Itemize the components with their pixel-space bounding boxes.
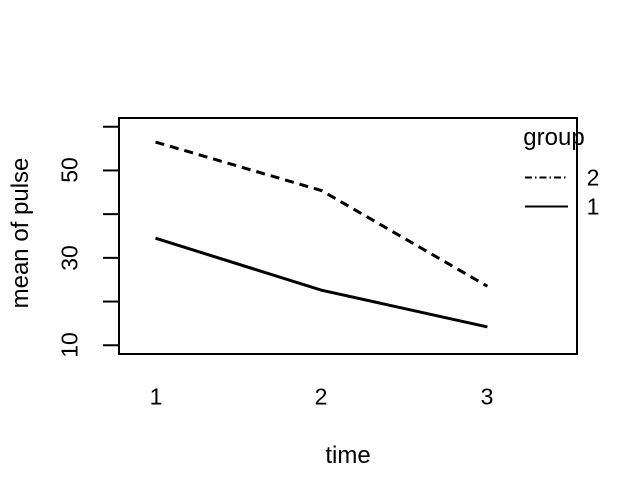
y-tick-label-10: 10 (56, 332, 83, 358)
y-tick-label-30: 30 (56, 245, 83, 271)
legend-label-group-2: 2 (586, 164, 600, 191)
legend-title: group (523, 124, 585, 151)
y-tick-label-50: 50 (56, 157, 83, 183)
x-tick-label-2: 2 (314, 383, 328, 410)
legend-label-group-1: 1 (586, 193, 600, 220)
series-line-group-2 (155, 140, 489, 288)
x-tick-label-1: 1 (149, 383, 163, 410)
x-axis-title: time (325, 442, 371, 469)
plot-box (118, 117, 578, 355)
series-line-group-1 (155, 236, 488, 329)
x-tick-label-3: 3 (480, 383, 494, 410)
y-axis-title: mean of pulse (7, 157, 34, 309)
